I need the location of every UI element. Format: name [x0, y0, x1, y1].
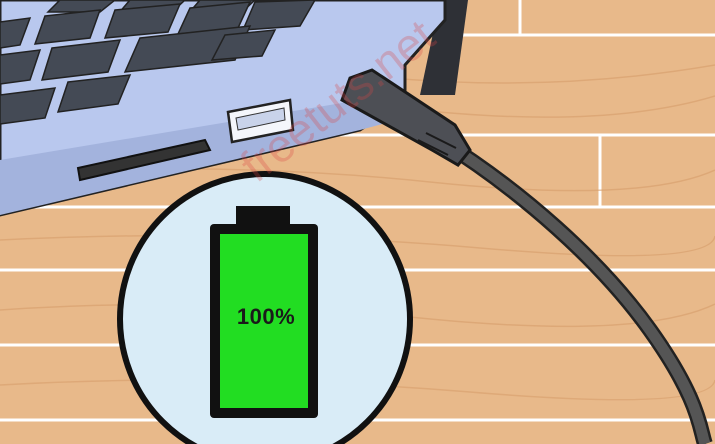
power-cable — [437, 135, 711, 444]
usb-port — [226, 98, 295, 144]
key — [103, 3, 182, 39]
key — [0, 49, 42, 85]
charger-plug — [340, 68, 472, 167]
key — [123, 25, 252, 73]
battery-fill — [220, 234, 308, 408]
key — [0, 87, 57, 125]
sd-card-slot — [76, 138, 212, 182]
key — [33, 9, 102, 45]
key — [210, 29, 277, 61]
battery-percentage-label: 100% — [236, 304, 296, 329]
key — [0, 17, 32, 49]
key — [241, 0, 316, 31]
laptop-lid — [420, 0, 468, 95]
key — [56, 74, 132, 113]
key — [40, 39, 122, 81]
battery-icon — [210, 206, 318, 418]
laptop-keyboard — [0, 0, 316, 125]
laptop-side-face — [0, 100, 405, 215]
battery-terminal — [236, 206, 290, 226]
